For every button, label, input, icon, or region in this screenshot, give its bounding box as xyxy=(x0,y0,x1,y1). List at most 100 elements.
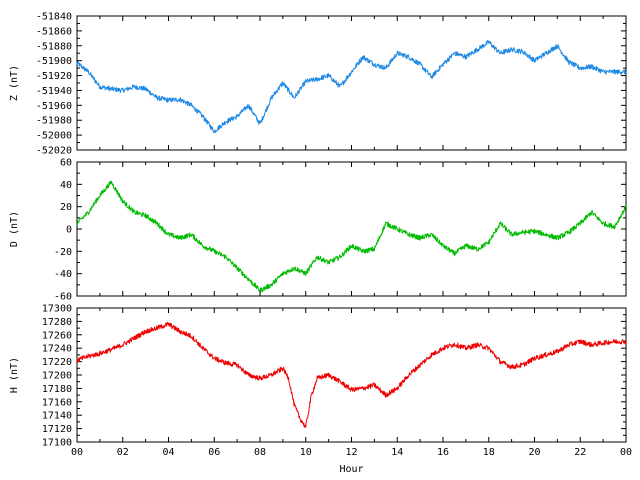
data-point xyxy=(443,348,444,349)
data-point xyxy=(202,348,203,349)
x-tick-label: 00 xyxy=(620,447,632,458)
y-tick-label: -51860 xyxy=(36,26,72,37)
data-point xyxy=(454,344,455,345)
panel-h: 17300 17280 17260 17240 17220 17200 17180 17160… xyxy=(9,304,627,449)
y-tick-label: -51840 xyxy=(36,12,72,23)
y-tick-label: -51880 xyxy=(36,41,72,52)
data-point xyxy=(626,71,627,72)
data-point xyxy=(179,237,180,238)
data-point xyxy=(626,341,627,342)
data-point xyxy=(214,131,215,132)
y-axis-label: Z (nT) xyxy=(9,65,20,101)
data-point xyxy=(305,81,306,82)
data-point xyxy=(385,395,386,396)
data-point xyxy=(157,328,158,329)
data-point xyxy=(614,226,615,227)
data-point xyxy=(534,358,535,359)
data-point xyxy=(225,121,226,122)
data-point xyxy=(362,388,363,389)
data-point xyxy=(282,273,283,274)
data-point xyxy=(500,361,501,362)
data-point xyxy=(523,232,524,233)
data-point xyxy=(248,279,249,280)
data-point xyxy=(477,249,478,250)
data-point xyxy=(465,348,466,349)
data-point xyxy=(477,344,478,345)
data-point xyxy=(340,381,341,382)
data-point xyxy=(580,341,581,342)
data-point xyxy=(465,56,466,57)
x-tick-label: 22 xyxy=(574,447,586,458)
data-point xyxy=(351,389,352,390)
data-point xyxy=(500,53,501,54)
data-point xyxy=(534,231,535,232)
data-point xyxy=(179,331,180,332)
y-tick-label: 17280 xyxy=(42,317,72,328)
data-point xyxy=(179,99,180,100)
data-point xyxy=(500,223,501,224)
data-point xyxy=(122,201,123,202)
series-line-h xyxy=(76,321,627,428)
y-tick-label: -51960 xyxy=(36,101,72,112)
data-point xyxy=(523,364,524,365)
data-point xyxy=(545,234,546,235)
data-point xyxy=(168,100,169,101)
data-point xyxy=(374,64,375,65)
data-point xyxy=(77,360,78,361)
data-point xyxy=(99,86,100,87)
data-point xyxy=(420,237,421,238)
data-point xyxy=(454,53,455,54)
y-tick-label: -40 xyxy=(54,269,72,280)
data-point xyxy=(385,223,386,224)
data-point xyxy=(282,368,283,369)
data-point xyxy=(237,268,238,269)
data-point xyxy=(317,256,318,257)
y-tick-label: -60 xyxy=(54,292,72,303)
data-point xyxy=(225,256,226,257)
y-tick-label: -51920 xyxy=(36,71,72,82)
data-point xyxy=(626,206,627,207)
data-point xyxy=(420,364,421,365)
data-point xyxy=(488,242,489,243)
x-tick-label: 10 xyxy=(300,447,312,458)
data-point xyxy=(294,97,295,98)
data-point xyxy=(157,223,158,224)
x-tick-label: 20 xyxy=(528,447,540,458)
data-point xyxy=(580,223,581,224)
data-point xyxy=(557,351,558,352)
data-point xyxy=(111,349,112,350)
y-tick-label: 17220 xyxy=(42,357,72,368)
y-tick-label: 17120 xyxy=(42,424,72,435)
data-point xyxy=(568,62,569,63)
y-tick-label: 17140 xyxy=(42,411,72,422)
data-point xyxy=(214,251,215,252)
y-tick-label: -52000 xyxy=(36,131,72,142)
data-point xyxy=(88,356,89,357)
data-point xyxy=(557,45,558,46)
data-point xyxy=(408,56,409,57)
panel-d: 60 40 20 0 -20 -40 -60 D (nT) xyxy=(9,158,627,303)
y-tick-label: 20 xyxy=(60,202,72,213)
data-point xyxy=(168,234,169,235)
data-point xyxy=(260,290,261,291)
plot-frame xyxy=(76,15,627,151)
data-point xyxy=(122,90,123,91)
x-tick-label: 04 xyxy=(162,447,174,458)
data-point xyxy=(591,212,592,213)
y-tick-label: 17260 xyxy=(42,330,72,341)
data-point xyxy=(77,62,78,63)
data-point xyxy=(443,245,444,246)
data-point xyxy=(545,53,546,54)
data-point xyxy=(591,66,592,67)
data-point xyxy=(294,268,295,269)
data-point xyxy=(214,358,215,359)
data-point xyxy=(317,378,318,379)
data-point xyxy=(614,71,615,72)
data-point xyxy=(300,418,301,419)
data-point xyxy=(328,75,329,76)
data-point xyxy=(603,223,604,224)
data-point xyxy=(477,49,478,50)
x-tick-label: 08 xyxy=(254,447,266,458)
